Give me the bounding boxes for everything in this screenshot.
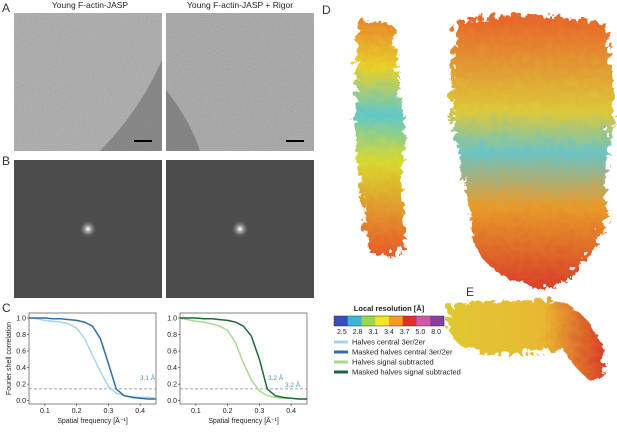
- colorbar-title: Local resolution [Å]: [354, 304, 425, 313]
- y-tick-label: 0.4: [167, 365, 177, 372]
- y-tick-label: 0.8: [167, 332, 177, 339]
- annotation: 3.2 Å: [268, 373, 284, 382]
- micrograph: [14, 13, 162, 151]
- y-axis-label: Fourier shell correlation: [6, 322, 13, 395]
- colorbar-frame: [333, 315, 445, 327]
- y-tick-label: 0.2: [167, 382, 177, 389]
- legend-label: Masked halves central 3er/2er: [352, 348, 453, 357]
- annotation: 3.1 Å: [140, 373, 156, 382]
- panel-letter: D: [322, 3, 331, 17]
- y-tick-label: 0.6: [167, 349, 177, 356]
- colorbar-tick-label: 8.0: [431, 329, 441, 336]
- panel-letter: A: [2, 1, 10, 15]
- micrograph: [166, 13, 314, 151]
- x-tick-label: 0.2: [223, 408, 233, 415]
- x-tick-label: 0.3: [255, 408, 265, 415]
- plot-frame: [179, 312, 308, 405]
- x-tick-label: 0.2: [72, 408, 82, 415]
- colorbar-tick-label: 5.0: [416, 329, 426, 336]
- y-tick-label: 0.0: [167, 398, 177, 405]
- image-title: Young F-actin-JASP: [52, 0, 129, 10]
- colorbar-segment: [402, 316, 417, 326]
- colorbar-segment: [375, 316, 390, 326]
- x-tick-label: 0.1: [40, 408, 50, 415]
- density-map: [351, 12, 612, 285]
- density-map: [446, 296, 602, 380]
- fsc-curve: [29, 317, 156, 400]
- y-tick-label: 0.8: [16, 332, 26, 339]
- y-tick-label: 0.0: [16, 398, 26, 405]
- y-tick-label: 0.4: [16, 365, 26, 372]
- colorbar-tick-label: 3.1: [368, 329, 378, 336]
- x-tick-label: 0.1: [191, 408, 201, 415]
- plot-frame: [28, 312, 157, 405]
- annotation: 3.2 Å: [285, 380, 301, 389]
- fsc-curve: [180, 317, 307, 400]
- power-spectrum: [14, 160, 314, 298]
- fsc-curve: [28, 317, 157, 399]
- y-tick-label: 1.0: [167, 315, 177, 322]
- colorbar-segment: [334, 316, 349, 326]
- colorbar-segment: [347, 316, 362, 326]
- legend-label: Masked halves signal subtracted: [352, 368, 461, 377]
- colorbar-tick-label: 3.7: [400, 329, 410, 336]
- x-tick-label: 0.3: [104, 408, 114, 415]
- y-tick-label: 0.6: [16, 349, 26, 356]
- legend-label: Halves central 3er/2er: [352, 338, 426, 347]
- x-axis-label: Spatial frequency [Å⁻¹]: [57, 416, 128, 425]
- panel-letter: E: [466, 285, 474, 299]
- x-tick-label: 0.4: [286, 408, 296, 415]
- y-tick-label: 0.2: [16, 382, 26, 389]
- panel-letter: C: [2, 301, 11, 315]
- colorbar-segment: [416, 316, 431, 326]
- colorbar-segment: [430, 316, 445, 326]
- colorbar-tick-label: 2.8: [353, 329, 363, 336]
- colorbar-tick-label: 2.5: [337, 329, 347, 336]
- y-tick-label: 1.0: [16, 315, 26, 322]
- panel-letter: B: [2, 154, 10, 168]
- colorbar-segment: [389, 316, 404, 326]
- x-axis-label: Spatial frequency [Å⁻¹]: [208, 416, 279, 425]
- image-title: Young F-actin-JASP + Rigor: [187, 0, 293, 10]
- colorbar-tick-label: 3.4: [384, 329, 394, 336]
- colorbar-segment: [361, 316, 376, 326]
- x-tick-label: 0.4: [135, 408, 145, 415]
- legend-label: Halves signal subtracted: [352, 358, 434, 367]
